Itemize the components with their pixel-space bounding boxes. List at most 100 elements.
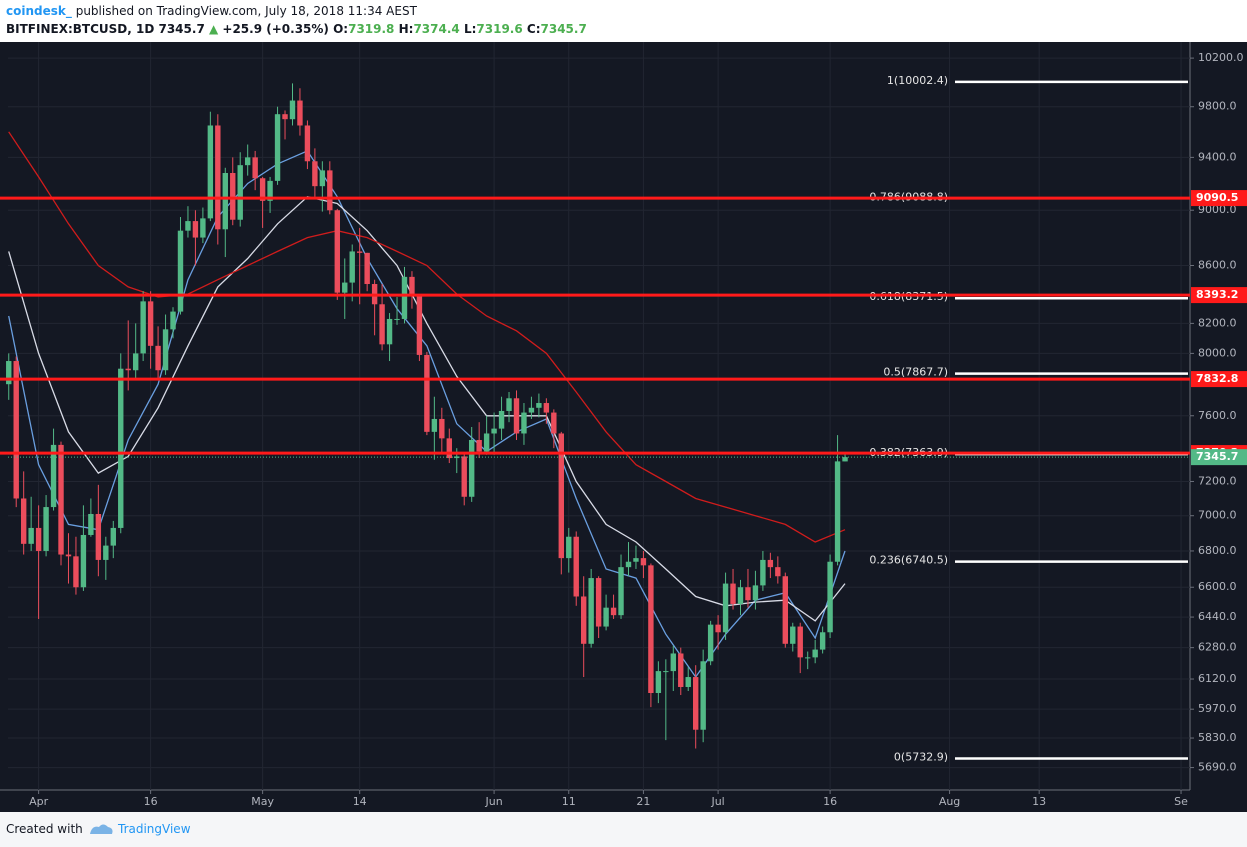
publish-line: coindesk_ published on TradingView.com, … [6, 4, 417, 18]
fib-label: 0.618(8371.5) [869, 290, 948, 303]
x-tick-label: Aug [939, 795, 960, 808]
candle-body [177, 230, 184, 312]
y-tick-label: 5830.0 [1198, 731, 1237, 744]
candle-body [185, 221, 191, 231]
candle-body [297, 100, 303, 126]
candle-body [252, 157, 258, 179]
candle-body [118, 368, 124, 528]
y-tick-label: 8000.0 [1198, 346, 1237, 359]
candle-body [200, 218, 206, 238]
candle-body [103, 545, 109, 560]
change: +25.9 (+0.35%) [222, 22, 329, 36]
fib-label: 0.5(7867.7) [883, 366, 948, 379]
candle-body [215, 125, 221, 230]
candle-body [282, 114, 288, 120]
x-tick-label: 13 [1032, 795, 1046, 808]
candle-body [207, 125, 214, 219]
candle-body [775, 567, 781, 577]
c-value: 7345.7 [540, 22, 587, 36]
fib-label: 0.236(6740.5) [869, 554, 948, 567]
created-with: Created with [6, 822, 83, 836]
candle-body [364, 252, 370, 285]
brand[interactable]: TradingView [118, 822, 191, 836]
x-tick-label: 21 [636, 795, 650, 808]
candle-body [528, 407, 535, 413]
candle-body [274, 114, 281, 181]
cloud [90, 824, 113, 834]
candle-body [752, 585, 759, 601]
y-tick-label: 5690.0 [1198, 761, 1237, 774]
y-tick-label: 6600.0 [1198, 580, 1237, 593]
candle-body [715, 624, 721, 633]
candle-body [812, 649, 818, 658]
candle-body [431, 418, 438, 432]
candle-body [230, 172, 236, 220]
candle-body [670, 653, 676, 672]
candle-body [319, 170, 326, 187]
candle-body [498, 410, 505, 429]
author[interactable]: coindesk_ [6, 4, 72, 18]
x-tick-label: Se [1174, 795, 1188, 808]
candle-body [147, 301, 154, 346]
y-tick-label: 9800.0 [1198, 100, 1237, 113]
candle-body [349, 251, 355, 283]
o-value: 7319.8 [348, 22, 395, 36]
x-tick-label: May [251, 795, 274, 808]
candle-body [648, 565, 654, 694]
candle-body [192, 221, 199, 238]
candle-body [162, 329, 169, 371]
candle-body [819, 632, 826, 650]
level-label: 7832.8 [1196, 372, 1238, 385]
y-tick-label: 6440.0 [1198, 610, 1237, 623]
x-tick-label: Jun [484, 795, 502, 808]
candle-body [692, 677, 699, 730]
candle-body [334, 210, 340, 293]
candle-body [88, 513, 94, 535]
candle-body [842, 457, 848, 462]
candle-body [797, 626, 803, 658]
candle-body [446, 438, 452, 459]
x-tick-label: Apr [29, 795, 49, 808]
candle-body [401, 276, 408, 319]
candle-body [132, 353, 139, 371]
candle-body [745, 587, 751, 601]
candle-body [573, 536, 579, 597]
y-tick-label: 6280.0 [1198, 641, 1237, 654]
candle-body [304, 125, 311, 162]
x-tick-label: 11 [562, 795, 576, 808]
level-tag [1191, 371, 1247, 388]
candle-body [125, 368, 131, 371]
candle-body [760, 559, 766, 586]
candle-body [386, 318, 393, 345]
candle-body [722, 583, 729, 633]
symbol: BITFINEX:BTCUSD, 1D [6, 22, 155, 36]
y-tick-label: 6120.0 [1198, 672, 1237, 685]
level-tag [1191, 190, 1247, 207]
candle-body [259, 178, 266, 201]
candle-body [454, 456, 460, 459]
candle-body [237, 165, 243, 220]
candle-body [558, 433, 564, 559]
candle-body [95, 513, 102, 560]
candle-body [244, 157, 251, 166]
x-tick-label: 16 [144, 795, 158, 808]
candle-body [312, 161, 318, 187]
header: coindesk_ published on TradingView.com, … [0, 0, 1247, 42]
candle-body [483, 433, 490, 452]
moving-average [8, 196, 846, 622]
candle-body [461, 456, 467, 497]
candle-body [267, 180, 273, 201]
y-tick-label: 9400.0 [1198, 150, 1237, 163]
candle-body [834, 461, 841, 562]
level-label: 9090.5 [1196, 191, 1238, 204]
symbol-line: BITFINEX:BTCUSD, 1D 7345.7 ▲ +25.9 (+0.3… [6, 22, 587, 36]
candle-body [827, 561, 833, 633]
candle-body [685, 677, 691, 687]
candle-body [43, 507, 49, 551]
footer: Created with TradingView [0, 812, 1247, 847]
candle-body [289, 100, 296, 120]
candle-body [536, 403, 542, 408]
candle-body [782, 576, 788, 644]
x-tick-label: 14 [353, 795, 367, 808]
